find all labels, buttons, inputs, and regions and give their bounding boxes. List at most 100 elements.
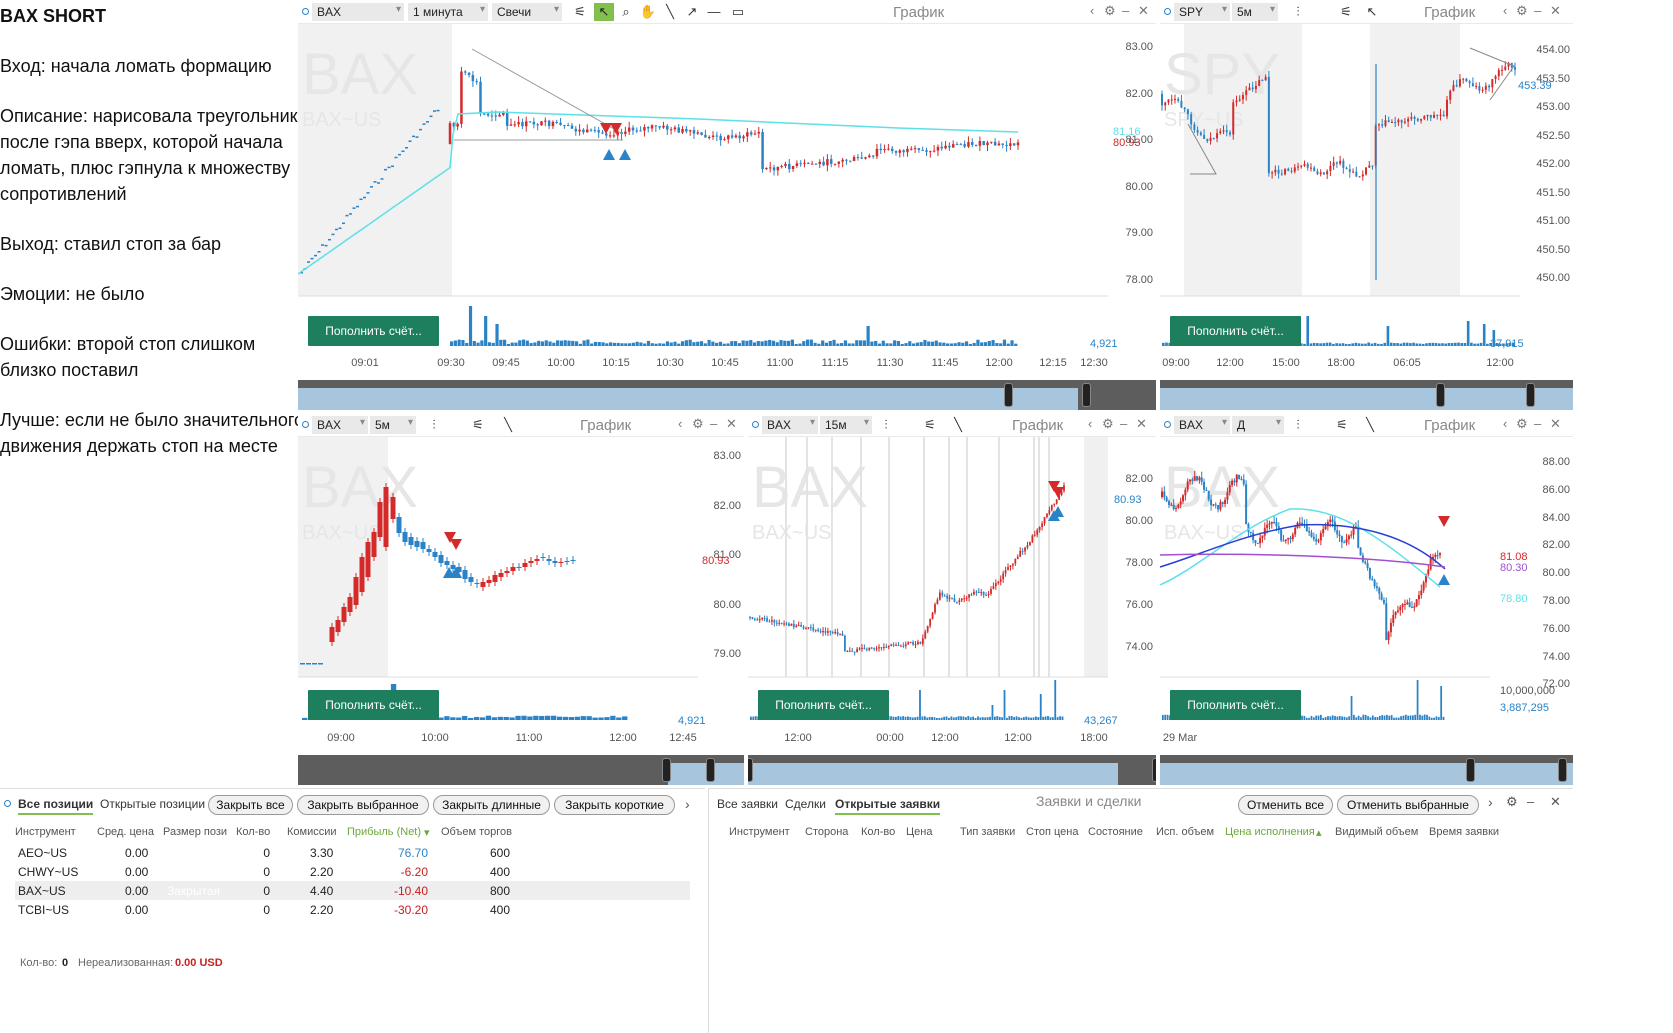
navigator[interactable]: [298, 755, 744, 785]
close-selected-button[interactable]: Закрыть выбранное: [297, 795, 429, 815]
link-icon[interactable]: [752, 421, 759, 428]
tab-all-positions[interactable]: Все позиции: [18, 797, 94, 815]
navigator-right-handle[interactable]: [1152, 758, 1156, 782]
navigator-right-handle[interactable]: [1526, 383, 1535, 407]
interval-select[interactable]: 5м: [370, 416, 416, 434]
close-short-button[interactable]: Закрыть короткие: [554, 795, 675, 815]
cursor-icon[interactable]: ↖: [1366, 4, 1378, 19]
minimize-icon[interactable]: –: [1120, 416, 1128, 431]
close-icon[interactable]: ✕: [1550, 3, 1561, 18]
gear-icon[interactable]: ⚙: [1516, 3, 1528, 18]
link-icon[interactable]: [1164, 421, 1171, 428]
collapse-icon[interactable]: ‹: [1503, 3, 1508, 18]
link-icon[interactable]: [302, 8, 309, 15]
col-price[interactable]: Цена: [906, 826, 933, 838]
indicators-icon[interactable]: ⚟: [472, 417, 484, 432]
table-row[interactable]: AEO~US 0.00 0 3.30 76.70 600: [15, 843, 690, 862]
fund-account-button[interactable]: Пополнить счёт...: [1170, 690, 1301, 720]
minimize-icon[interactable]: –: [1122, 3, 1130, 18]
fund-account-button[interactable]: Пополнить счёт...: [308, 690, 439, 720]
tab-trades[interactable]: Сделки: [785, 797, 826, 811]
symbol-select[interactable]: BAX: [762, 416, 818, 434]
navigator-left-handle[interactable]: [1004, 383, 1013, 407]
col-qty[interactable]: Кол-во: [236, 826, 271, 838]
col-position-size[interactable]: Размер пози: [163, 826, 228, 838]
ray-tool-icon[interactable]: ↗: [686, 4, 698, 19]
interval-select[interactable]: Д: [1232, 416, 1284, 434]
interval-select[interactable]: 1 минута: [408, 3, 488, 21]
col-visible-volume[interactable]: Видимый объем: [1335, 826, 1419, 838]
close-icon[interactable]: ✕: [1136, 416, 1147, 431]
close-icon[interactable]: ✕: [1550, 794, 1561, 809]
price-chart[interactable]: [298, 437, 744, 785]
navigator-left-handle[interactable]: [748, 758, 753, 782]
gear-icon[interactable]: ⚙: [1102, 416, 1114, 431]
navigator[interactable]: [1160, 755, 1573, 785]
price-chart[interactable]: [1160, 24, 1573, 410]
fund-account-button[interactable]: Пополнить счёт...: [308, 316, 439, 346]
navigator[interactable]: [1160, 380, 1573, 410]
navigator-left-handle[interactable]: [662, 758, 671, 782]
col-order-time[interactable]: Время заявки: [1429, 826, 1500, 838]
price-chart[interactable]: [1160, 437, 1573, 785]
fund-account-button[interactable]: Пополнить счёт...: [1170, 316, 1301, 346]
col-fill-price[interactable]: Цена исполнения: [1225, 826, 1315, 838]
close-icon[interactable]: ✕: [1550, 416, 1561, 431]
fund-account-button[interactable]: Пополнить счёт...: [758, 690, 889, 720]
tab-all-orders[interactable]: Все заявки: [717, 797, 779, 811]
indicators-icon[interactable]: ⚟: [1336, 417, 1348, 432]
navigator[interactable]: [298, 380, 1156, 410]
collapse-icon[interactable]: ‹: [1503, 416, 1508, 431]
symbol-select[interactable]: BAX: [1174, 416, 1230, 434]
rect-tool-icon[interactable]: ▭: [731, 4, 745, 19]
close-long-button[interactable]: Закрыть длинные: [433, 795, 550, 815]
cursor-icon[interactable]: ↖: [594, 3, 614, 21]
link-icon[interactable]: [4, 800, 11, 807]
col-stop-price[interactable]: Стоп цена: [1026, 826, 1079, 838]
zoom-icon[interactable]: ⌕: [622, 4, 630, 19]
close-all-button[interactable]: Закрыть все: [208, 795, 293, 815]
cancel-selected-button[interactable]: Отменить выбранные: [1337, 795, 1479, 815]
symbol-select[interactable]: BAX: [312, 3, 404, 21]
indicators-icon[interactable]: ⚟: [924, 417, 936, 432]
navigator-right-handle[interactable]: [706, 758, 715, 782]
table-row[interactable]: CHWY~US 0.00 0 2.20 -6.20 400: [15, 862, 690, 881]
candles-icon[interactable]: ⫶: [884, 417, 888, 432]
chart-style-select[interactable]: Свечи: [492, 3, 562, 21]
scroll-right-icon[interactable]: ›: [685, 796, 690, 812]
collapse-icon[interactable]: ‹: [678, 416, 683, 431]
col-trade-volume[interactable]: Объем торгов: [441, 826, 512, 838]
table-row[interactable]: BAX~US 0.00 Закрытая 0 4.40 -10.40 800: [15, 881, 690, 900]
col-filled-volume[interactable]: Исп. объем: [1156, 826, 1215, 838]
col-qty[interactable]: Кол-во: [861, 826, 896, 838]
candles-icon[interactable]: ⫶: [432, 417, 436, 432]
line-tool-icon[interactable]: ╲: [954, 417, 962, 432]
col-instrument[interactable]: Инструмент: [729, 826, 790, 838]
line-tool-icon[interactable]: ╲: [504, 417, 512, 432]
indicators-icon[interactable]: ⚟: [1340, 4, 1352, 19]
hline-tool-icon[interactable]: —: [707, 4, 721, 19]
col-profit-net[interactable]: Прибыль (Net): [347, 826, 422, 838]
navigator-left-handle[interactable]: [1436, 383, 1445, 407]
candles-icon[interactable]: ⫶: [1296, 4, 1300, 19]
gear-icon[interactable]: ⚙: [1104, 3, 1116, 18]
symbol-select[interactable]: SPY: [1174, 3, 1230, 21]
col-instrument[interactable]: Инструмент: [15, 826, 76, 838]
collapse-icon[interactable]: ‹: [1088, 416, 1093, 431]
collapse-icon[interactable]: ›: [1488, 794, 1493, 810]
symbol-select[interactable]: BAX: [312, 416, 368, 434]
col-avg-price[interactable]: Сред. цена: [97, 826, 154, 838]
gear-icon[interactable]: ⚙: [1506, 794, 1518, 809]
cancel-all-button[interactable]: Отменить все: [1238, 795, 1333, 815]
navigator[interactable]: [748, 755, 1156, 785]
collapse-icon[interactable]: ‹: [1090, 3, 1095, 18]
price-chart[interactable]: [748, 437, 1156, 785]
col-order-type[interactable]: Тип заявки: [960, 826, 1016, 838]
navigator-right-handle[interactable]: [1082, 383, 1091, 407]
col-commission[interactable]: Комиссии: [287, 826, 337, 838]
close-icon[interactable]: ✕: [1138, 3, 1149, 18]
col-side[interactable]: Сторона: [805, 826, 849, 838]
line-tool-icon[interactable]: ╲: [1366, 417, 1374, 432]
navigator-right-handle[interactable]: [1558, 758, 1567, 782]
close-icon[interactable]: ✕: [726, 416, 737, 431]
